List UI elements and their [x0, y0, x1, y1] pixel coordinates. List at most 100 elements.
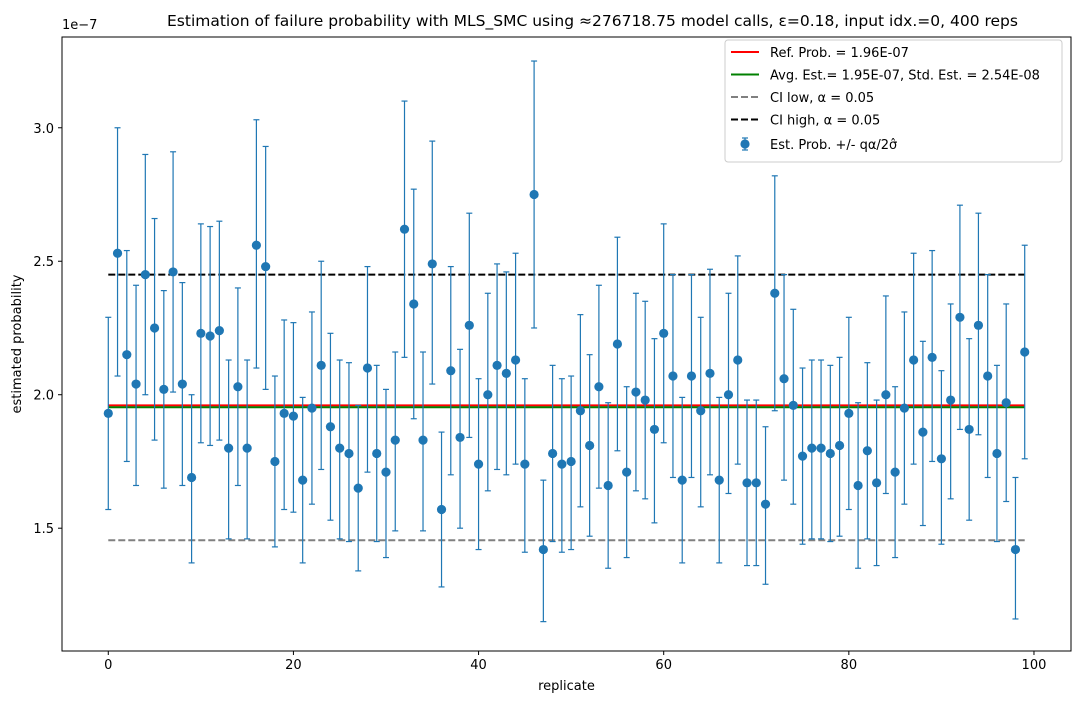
marker: [131, 379, 141, 389]
axes-layer: 0 20 40 60 80 100 1.5 2.0 2.5 3.0: [33, 122, 1046, 673]
marker: [575, 406, 585, 416]
marker: [936, 454, 947, 464]
data-point: [973, 212, 984, 436]
marker: [140, 269, 150, 280]
data-point: [594, 284, 604, 489]
marker: [779, 374, 789, 384]
y-tick-label: 1.5: [33, 522, 54, 537]
marker: [1020, 347, 1030, 357]
data-point: [862, 362, 872, 540]
marker: [807, 443, 817, 453]
marker: [307, 403, 317, 413]
data-point: [1020, 244, 1030, 460]
marker: [797, 451, 808, 461]
marker: [418, 435, 428, 445]
marker: [103, 408, 113, 419]
data-point: [686, 273, 697, 479]
marker: [640, 395, 650, 405]
data-point: [529, 60, 539, 329]
data-point: [742, 399, 752, 567]
data-point: [390, 351, 400, 532]
legend-label: CI high, α = 0.05: [770, 114, 880, 129]
data-point: [520, 378, 530, 553]
data-point: [196, 223, 206, 444]
marker: [834, 440, 845, 451]
data-point: [473, 378, 484, 551]
data-point: [640, 300, 650, 500]
data-point: [344, 362, 354, 543]
marker: [446, 366, 456, 376]
data-point: [455, 348, 465, 529]
marker: [603, 480, 613, 491]
marker: [918, 427, 928, 437]
marker: [946, 395, 956, 405]
marker: [159, 384, 169, 394]
marker: [510, 355, 521, 365]
marker: [390, 435, 400, 445]
data-point: [436, 431, 447, 588]
data-point: [983, 273, 993, 479]
marker: [325, 422, 336, 432]
marker: [909, 355, 919, 365]
marker: [881, 390, 891, 400]
data-point: [603, 402, 613, 569]
data-point: [409, 188, 419, 420]
x-tick-label: 20: [285, 658, 302, 673]
data-point: [261, 145, 271, 390]
marker: [186, 472, 197, 483]
legend-box: [724, 39, 1063, 163]
marker: [594, 382, 604, 392]
data-point: [307, 311, 317, 505]
marker: [427, 259, 437, 269]
legend-label: Ref. Prob. = 1.96E-07: [770, 46, 909, 61]
legend-label: CI low, α = 0.05: [770, 91, 874, 106]
marker: [316, 360, 326, 370]
marker: [501, 368, 511, 378]
data-point: [464, 212, 474, 439]
marker: [566, 456, 576, 467]
data-point: [807, 359, 817, 540]
marker: [862, 446, 872, 456]
data-point: [399, 100, 410, 358]
marker: [548, 448, 558, 459]
marker: [585, 440, 595, 451]
data-point: [251, 119, 261, 369]
data-point: [649, 338, 660, 524]
data-point: [612, 236, 623, 452]
marker: [557, 459, 567, 469]
data-point: [538, 479, 548, 623]
marker: [964, 424, 974, 435]
marker: [686, 371, 697, 381]
data-point: [779, 273, 789, 481]
data-point: [186, 394, 197, 564]
data-point: [723, 292, 734, 495]
data-point: [585, 354, 595, 537]
marker: [714, 475, 724, 485]
data-point: [825, 364, 835, 543]
legend-label: Est. Prob. +/- qα/2σ̂: [770, 138, 897, 153]
data-point: [483, 292, 493, 492]
data-point: [298, 396, 308, 564]
y-tick-label: 3.0: [33, 122, 54, 137]
data-point: [557, 378, 567, 553]
marker: [112, 248, 123, 258]
marker: [372, 448, 382, 459]
data-point: [918, 340, 928, 527]
marker: [353, 483, 363, 493]
marker: [538, 544, 548, 555]
marker: [659, 328, 669, 338]
marker: [455, 432, 465, 443]
marker: [344, 448, 354, 459]
chart-title: Estimation of failure probability with M…: [167, 12, 1018, 31]
marker: [149, 323, 160, 333]
data-point: [168, 151, 178, 393]
marker: [464, 320, 474, 330]
data-point: [668, 273, 678, 479]
marker: [177, 379, 187, 389]
data-point: [112, 127, 123, 377]
marker: [872, 478, 882, 488]
marker: [760, 499, 771, 509]
marker: [1001, 398, 1011, 408]
data-point: [936, 370, 947, 545]
